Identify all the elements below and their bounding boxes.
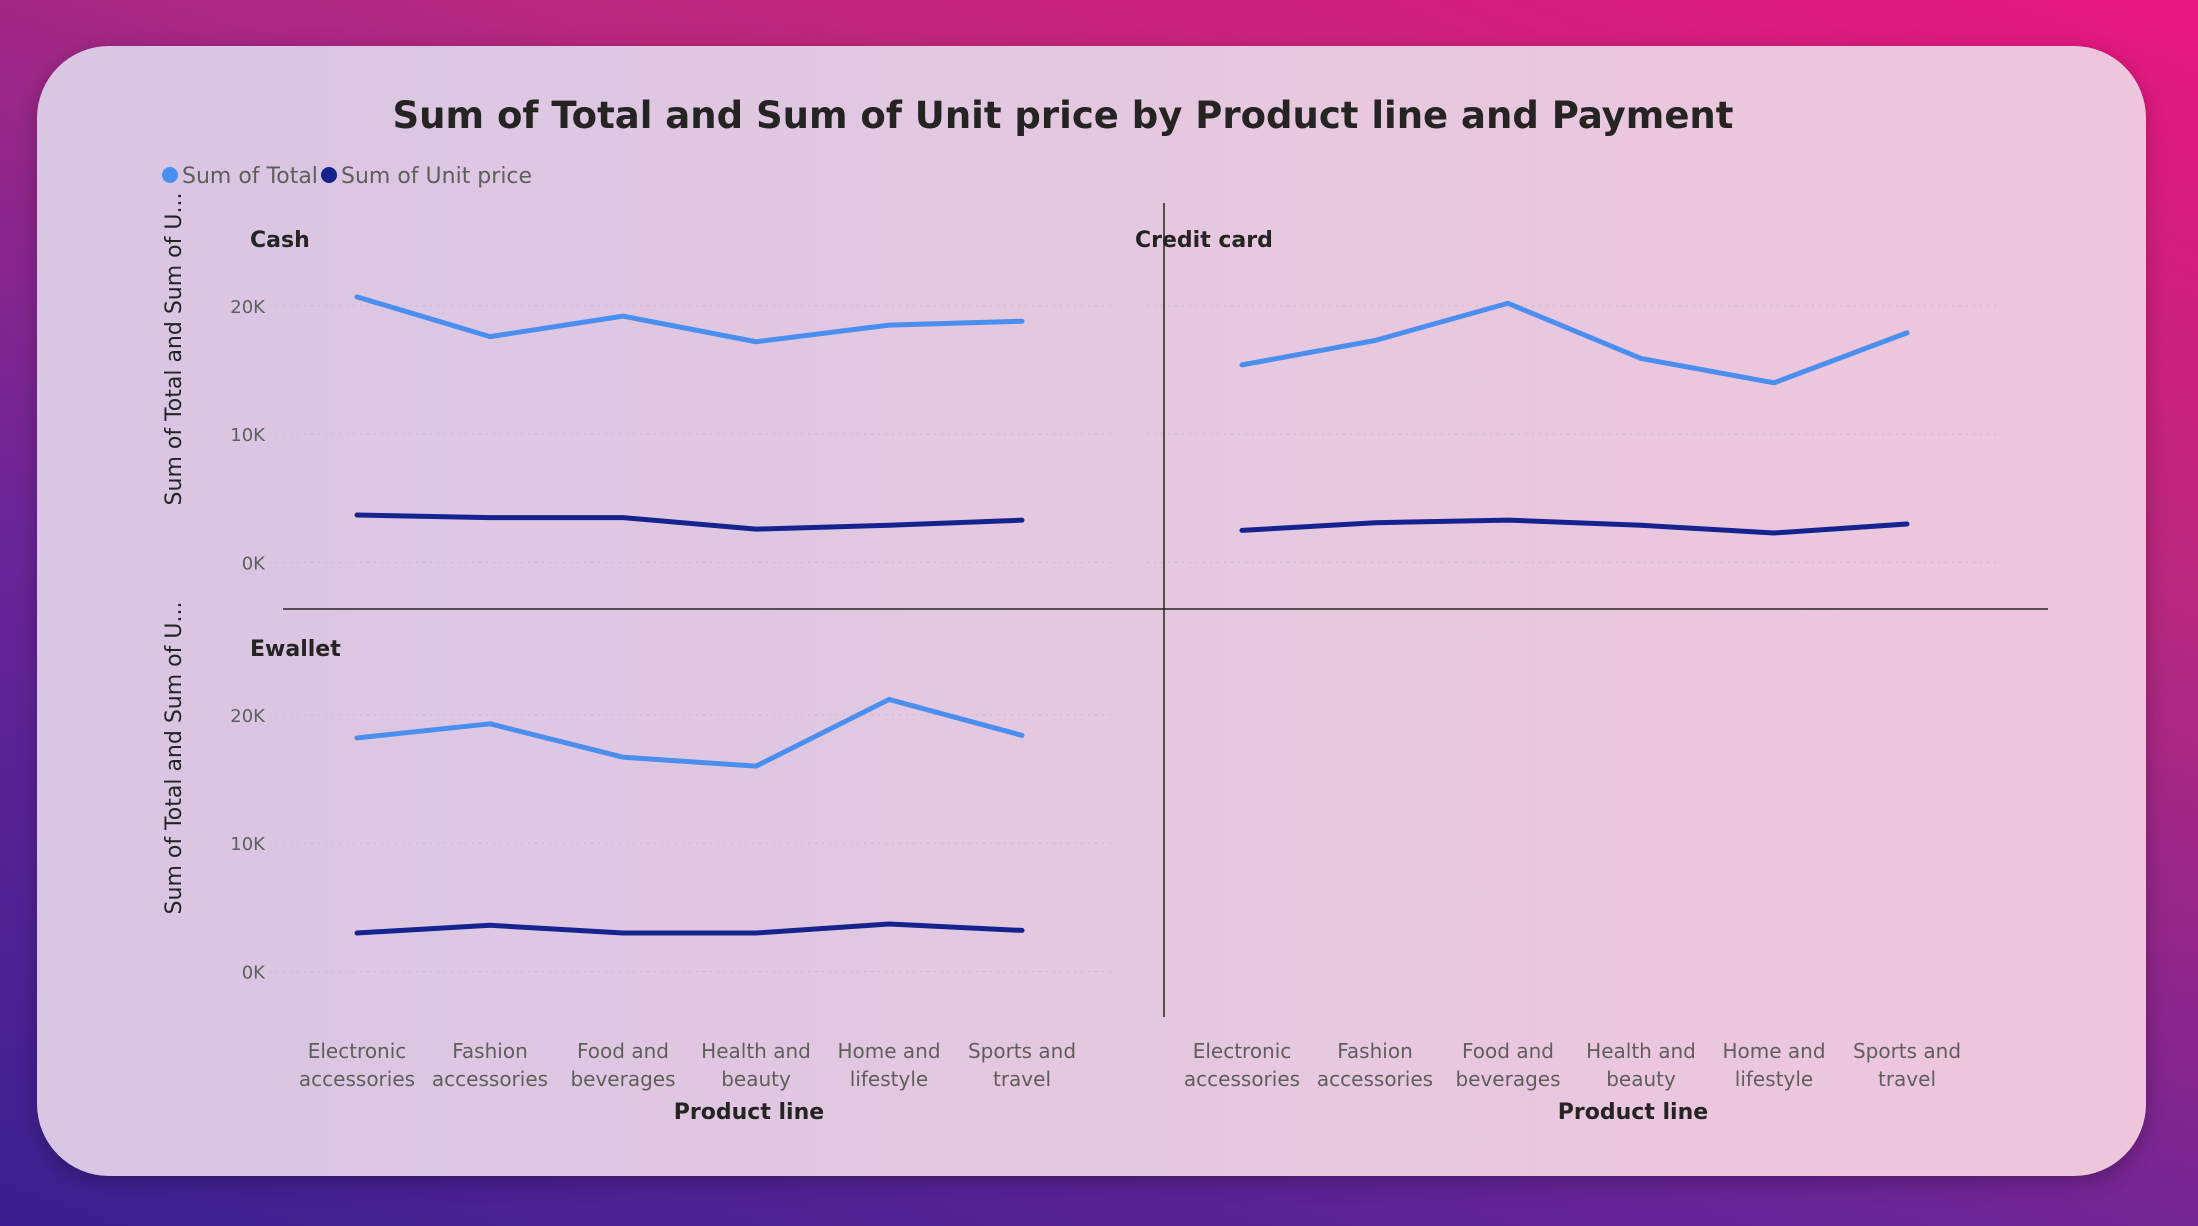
- x-tick-label: accessories: [1184, 1067, 1300, 1091]
- panel-ewallet: Ewallet 0K 10K 20K: [230, 637, 1117, 984]
- panel-title: Credit card: [1135, 228, 1273, 253]
- series-line-total: [354, 696, 1025, 769]
- x-tick-label: beverages: [570, 1067, 675, 1091]
- x-tick-label: travel: [993, 1067, 1051, 1091]
- x-tick-label: Home and: [837, 1039, 940, 1063]
- x-tick-label: accessories: [1317, 1067, 1433, 1091]
- panel-title: Cash: [250, 228, 310, 253]
- x-tick-label: Home and: [1722, 1039, 1825, 1063]
- panel-title: Ewallet: [250, 637, 341, 662]
- x-tick-label: Food and: [577, 1039, 669, 1063]
- legend-marker-total: [162, 167, 178, 183]
- chart-title: Sum of Total and Sum of Unit price by Pr…: [393, 94, 1734, 137]
- legend-marker-unit-price: [321, 167, 337, 183]
- series-line-unit-price: [1239, 517, 1910, 536]
- y-axis-title-bottom: Sum of Total and Sum of U...: [162, 602, 187, 915]
- y-tick-label: 10K: [230, 425, 266, 446]
- x-tick-label: Sports and: [1853, 1039, 1961, 1063]
- y-tick-label: 20K: [230, 297, 266, 318]
- line-chart: Sum of Total and Sum of Unit price by Pr…: [162, 94, 2048, 1125]
- x-axis-title-left: Product line: [674, 1100, 824, 1125]
- x-tick-label: Food and: [1462, 1039, 1554, 1063]
- legend[interactable]: Sum of Total Sum of Unit price: [162, 164, 532, 189]
- panel-cash: Cash 0K 10K 20K: [230, 228, 1117, 575]
- series-line-total: [354, 294, 1025, 345]
- x-tick-label: lifestyle: [850, 1067, 928, 1091]
- x-tick-label: Fashion: [1337, 1039, 1413, 1063]
- y-axis-title-top: Sum of Total and Sum of U...: [162, 193, 187, 506]
- x-tick-label: Electronic: [308, 1039, 407, 1063]
- panel-credit-card: Credit card: [1135, 228, 2002, 563]
- x-tick-label: Electronic: [1193, 1039, 1292, 1063]
- series-line-unit-price: [354, 512, 1025, 532]
- x-tick-label: travel: [1878, 1067, 1936, 1091]
- y-tick-label: 10K: [230, 834, 266, 855]
- x-tick-label: accessories: [432, 1067, 548, 1091]
- x-tick-label: Health and: [1586, 1039, 1696, 1063]
- x-axis-title-right: Product line: [1558, 1100, 1708, 1125]
- panels: Cash 0K 10K 20K Credit card Ewallet 0K 10K 20K El…: [230, 228, 2002, 1091]
- x-tick-label: lifestyle: [1735, 1067, 1813, 1091]
- series-line-total: [1239, 300, 1910, 386]
- legend-label-unit-price: Sum of Unit price: [341, 164, 532, 189]
- y-tick-label: 0K: [242, 963, 266, 984]
- legend-label-total: Sum of Total: [182, 164, 318, 189]
- x-tick-label: beauty: [1606, 1067, 1676, 1091]
- y-tick-label: 0K: [242, 554, 266, 575]
- x-tick-label: Fashion: [452, 1039, 528, 1063]
- x-tick-label: Health and: [701, 1039, 811, 1063]
- x-tick-label: beauty: [721, 1067, 791, 1091]
- x-tick-label: accessories: [299, 1067, 415, 1091]
- chart-card: Sum of Total and Sum of Unit price by Pr…: [37, 46, 2146, 1176]
- x-tick-label: Sports and: [968, 1039, 1076, 1063]
- x-tick-label: beverages: [1455, 1067, 1560, 1091]
- series-line-unit-price: [354, 921, 1025, 936]
- y-tick-label: 20K: [230, 706, 266, 727]
